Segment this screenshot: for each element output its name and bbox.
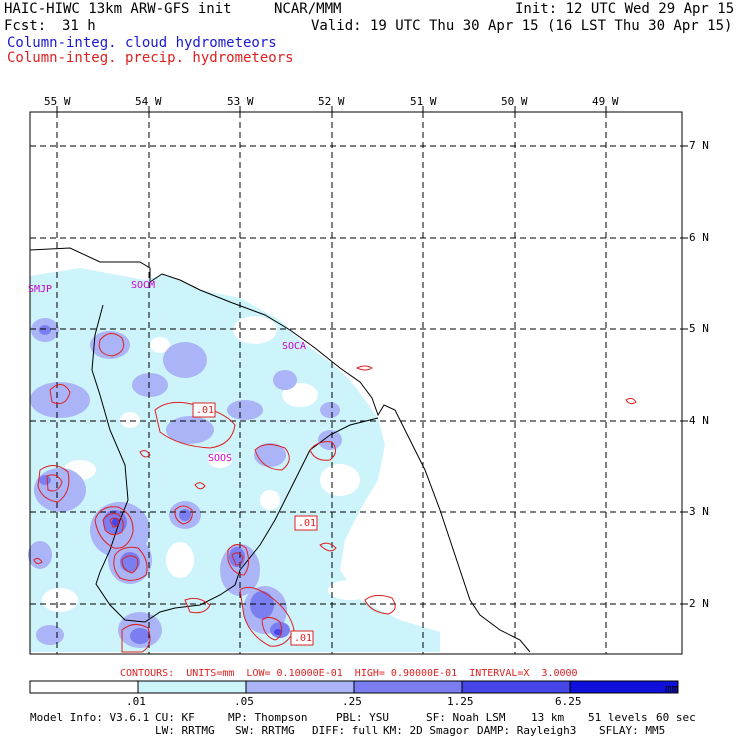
station-socm: SOCM <box>131 280 156 291</box>
contour-label: .01 <box>298 518 317 529</box>
lat-lon-grid <box>30 112 682 654</box>
footer-sflay: SFLAY: MM5 <box>599 724 666 737</box>
init-time: Init: 12 UTC Wed 29 Apr 15 <box>515 1 735 17</box>
lon-label-54w: 54 W <box>135 95 162 108</box>
lon-label-50w: 50 W <box>501 95 528 108</box>
contour-label-boxes <box>192 402 318 646</box>
forecast-label: Fcst: <box>4 18 47 34</box>
footer-sw: SW: RRTMG <box>235 724 295 737</box>
colorbar-tick: .01 <box>126 695 146 708</box>
colorbar-tick: 1.25 <box>447 695 474 708</box>
footer-lw: LW: RRTMG <box>155 724 215 737</box>
organization: NCAR/MMM <box>274 1 342 17</box>
lon-label-53w: 53 W <box>227 95 254 108</box>
footer-cu: CU: KF <box>155 711 195 724</box>
footer-pbl: PBL: YSU <box>336 711 389 724</box>
lon-label-51w: 51 W <box>410 95 437 108</box>
footer-sf: SF: Noah LSM <box>426 711 506 724</box>
footer-levels: 51 levels <box>588 711 648 724</box>
lon-label-52w: 52 W <box>318 95 345 108</box>
footer-mp: MP: Thompson <box>228 711 308 724</box>
forecast-hours: 31 h <box>62 18 96 34</box>
coastlines-borders <box>29 247 531 653</box>
footer-resolution: 13 km <box>531 711 565 724</box>
footer-diff: DIFF: full <box>312 724 379 737</box>
model-title: HAIC-HIWC 13km ARW-GFS init <box>4 1 232 17</box>
colorbar <box>29 680 679 694</box>
suriname-guyana-border <box>29 247 151 282</box>
station-soos: SOOS <box>208 453 233 464</box>
precip-contours <box>33 333 637 653</box>
colorbar-tick: .25 <box>342 695 362 708</box>
colorbar-tick: .05 <box>234 695 254 708</box>
contour-label: .01 <box>294 633 313 644</box>
lat-label-5n: 5 N <box>689 322 709 335</box>
lat-label-4n: 4 N <box>689 414 709 427</box>
legend-precip-hydrometeors: Column-integ. precip. hydrometeors <box>7 50 294 66</box>
footer-km: KM: 2D Smagor <box>383 724 470 737</box>
contour-info: CONTOURS: UNITS=mm LOW= 0.10000E-01 HIGH… <box>120 668 578 679</box>
footer-model-info: Model Info: V3.6.1 <box>30 711 150 724</box>
lon-label-55w: 55 W <box>44 95 71 108</box>
frame-ticks <box>56 106 688 605</box>
lon-label-49w: 49 W <box>592 95 619 108</box>
lat-label-3n: 3 N <box>689 505 709 518</box>
contour-label: .01 <box>196 405 215 416</box>
lat-label-6n: 6 N <box>689 231 709 244</box>
footer-timestep: 60 sec <box>656 711 696 724</box>
cloud-shading <box>28 268 440 652</box>
colorbar-tick: 6.25 <box>555 695 582 708</box>
coastline <box>149 273 531 653</box>
lat-label-2n: 2 N <box>689 597 709 610</box>
legend-cloud-hydrometeors: Column-integ. cloud hydrometeors <box>7 35 277 51</box>
station-smjp: SMJP <box>28 284 53 295</box>
suriname-french-guiana-border <box>91 304 379 623</box>
map-frame <box>29 111 683 655</box>
footer-damp: DAMP: Rayleigh3 <box>477 724 577 737</box>
valid-time: Valid: 19 UTC Thu 30 Apr 15 (16 LST Thu … <box>311 18 733 34</box>
station-soca: SOCA <box>282 341 307 352</box>
lat-label-7n: 7 N <box>689 139 709 152</box>
clear-holes <box>42 316 420 612</box>
colorbar-units: mm <box>665 682 679 695</box>
